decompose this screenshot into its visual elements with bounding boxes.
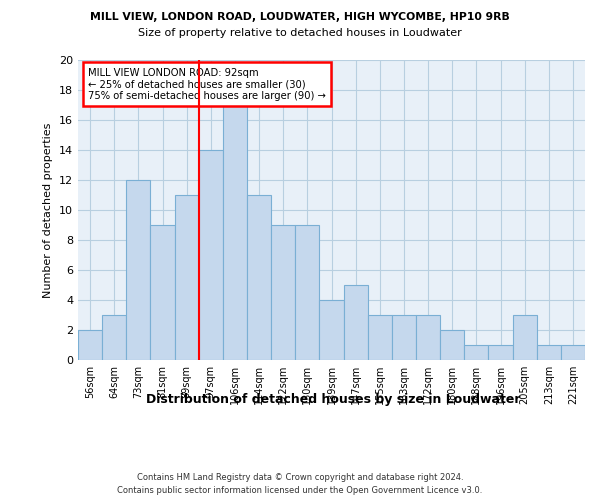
Text: Size of property relative to detached houses in Loudwater: Size of property relative to detached ho… bbox=[138, 28, 462, 38]
Bar bbox=[561, 345, 585, 360]
Bar bbox=[199, 150, 223, 360]
Bar bbox=[537, 345, 561, 360]
Text: MILL VIEW LONDON ROAD: 92sqm
← 25% of detached houses are smaller (30)
75% of se: MILL VIEW LONDON ROAD: 92sqm ← 25% of de… bbox=[88, 68, 326, 100]
Bar bbox=[416, 315, 440, 360]
Bar bbox=[151, 225, 175, 360]
Bar bbox=[319, 300, 344, 360]
Bar bbox=[126, 180, 151, 360]
Text: Contains public sector information licensed under the Open Government Licence v3: Contains public sector information licen… bbox=[118, 486, 482, 495]
Bar bbox=[223, 105, 247, 360]
Bar bbox=[78, 330, 102, 360]
Bar bbox=[247, 195, 271, 360]
Y-axis label: Number of detached properties: Number of detached properties bbox=[43, 122, 53, 298]
Bar bbox=[175, 195, 199, 360]
Bar bbox=[392, 315, 416, 360]
Bar bbox=[488, 345, 512, 360]
Bar bbox=[464, 345, 488, 360]
Text: Distribution of detached houses by size in Loudwater: Distribution of detached houses by size … bbox=[146, 392, 520, 406]
Bar bbox=[271, 225, 295, 360]
Bar bbox=[368, 315, 392, 360]
Text: Contains HM Land Registry data © Crown copyright and database right 2024.: Contains HM Land Registry data © Crown c… bbox=[137, 472, 463, 482]
Text: MILL VIEW, LONDON ROAD, LOUDWATER, HIGH WYCOMBE, HP10 9RB: MILL VIEW, LONDON ROAD, LOUDWATER, HIGH … bbox=[90, 12, 510, 22]
Bar bbox=[440, 330, 464, 360]
Bar bbox=[295, 225, 319, 360]
Bar bbox=[512, 315, 537, 360]
Bar bbox=[102, 315, 126, 360]
Bar bbox=[344, 285, 368, 360]
